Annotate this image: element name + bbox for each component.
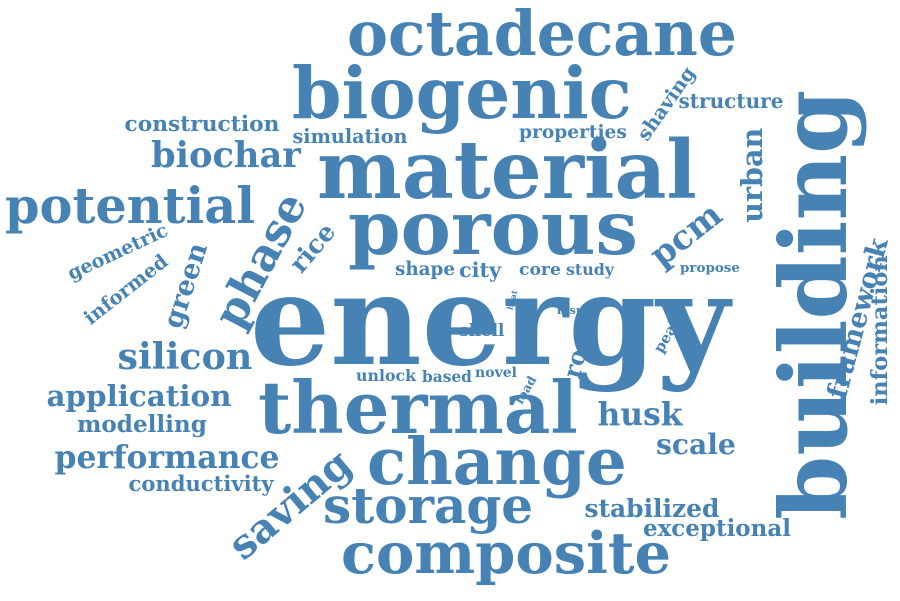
word-potential: potential (5, 176, 256, 235)
word-husk: husk (597, 396, 683, 433)
word-green: green (156, 238, 215, 332)
word-core: core (519, 259, 561, 280)
word-porous: porous (348, 182, 638, 272)
word-performance: performance (54, 438, 280, 476)
word-change: change (367, 425, 627, 500)
word-material: material (317, 123, 697, 217)
word-biochar: biochar (151, 134, 301, 176)
word-information: information (866, 255, 893, 406)
word-conductivity: conductivity (128, 470, 274, 496)
word-thermal: thermal (258, 365, 578, 450)
word-scale: scale (656, 428, 736, 461)
word-simulation: simulation (292, 124, 408, 148)
word-application: application (46, 377, 232, 413)
word-silicon: silicon (117, 335, 253, 378)
word-octadecane: octadecane (347, 0, 737, 70)
word-composite: composite (341, 518, 672, 587)
word-propose: propose (680, 259, 740, 276)
word-city: city (459, 257, 502, 282)
word-result: result (557, 303, 593, 317)
word-urban: urban (734, 127, 769, 223)
word-shell: shell (459, 319, 505, 340)
word-modelling: modelling (77, 410, 207, 438)
word-exceptional: exceptional (643, 514, 791, 542)
word-stabilized: stabilized (584, 493, 720, 523)
word-shape: shape (395, 259, 456, 280)
word-storage: storage (323, 476, 534, 535)
word-based: based (422, 367, 472, 386)
word-study: study (566, 260, 614, 279)
word-unlock: unlock (356, 366, 417, 385)
word-structure: structure (678, 89, 784, 113)
word-construction: construction (124, 112, 280, 137)
word-novel: novel (475, 365, 518, 381)
word-energy: energy (250, 246, 730, 394)
word-biogenic: biogenic (292, 50, 632, 135)
word-properties: properties (519, 121, 627, 143)
